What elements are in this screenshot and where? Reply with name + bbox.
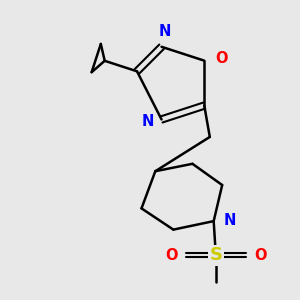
Text: S: S (209, 246, 222, 264)
Text: O: O (215, 51, 227, 66)
Text: O: O (254, 248, 266, 262)
Text: O: O (165, 248, 178, 262)
Text: N: N (223, 213, 236, 228)
Text: N: N (158, 24, 171, 39)
Text: N: N (142, 114, 154, 129)
